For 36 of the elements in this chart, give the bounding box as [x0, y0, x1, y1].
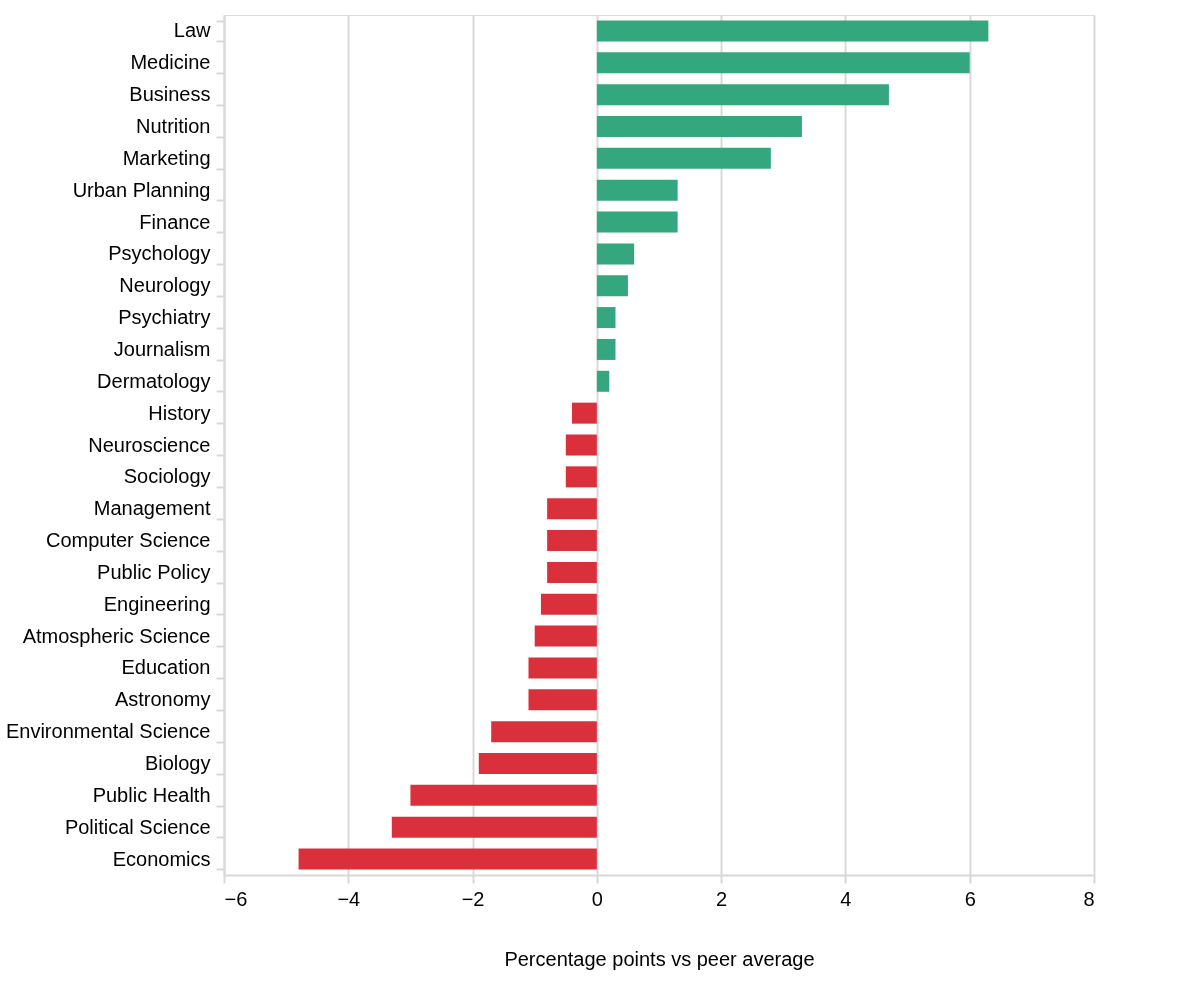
y-tick-label: Astronomy	[114, 688, 211, 711]
y-tick-label: Nutrition	[136, 114, 211, 137]
x-tick-label: 4	[840, 887, 852, 910]
x-tick-label: 6	[964, 887, 976, 910]
y-tick-label: Neurology	[119, 274, 211, 297]
y-tick-label: History	[148, 401, 211, 424]
y-tick-label: Medicine	[130, 51, 211, 74]
y-tick-label: Management	[93, 497, 211, 520]
y-tick-label: Marketing	[122, 146, 211, 169]
y-tick-label: Public Health	[92, 783, 211, 806]
y-tick-label: Computer Science	[45, 529, 211, 552]
x-tick-label: −4	[337, 887, 361, 910]
y-tick-label: Engineering	[103, 592, 211, 615]
y-tick-label: Psychology	[108, 242, 211, 265]
y-tick-label: Urban Planning	[72, 178, 211, 201]
y-tick-label: Public Policy	[97, 560, 211, 583]
x-tick-label: 8	[1083, 887, 1095, 910]
x-tick-label: −2	[461, 887, 485, 910]
y-tick-label: Neuroscience	[88, 433, 211, 456]
y-tick-label: Environmental Science	[5, 720, 211, 743]
x-tick-label: 0	[591, 887, 603, 910]
y-tick-label: Dermatology	[97, 369, 211, 392]
y-tick-label: Economics	[112, 847, 211, 870]
y-tick-label: Psychiatry	[118, 306, 211, 329]
y-tick-label: Finance	[139, 210, 211, 233]
y-tick-label: Biology	[144, 752, 211, 775]
y-tick-label: Political Science	[64, 815, 211, 838]
y-tick-label: Journalism	[113, 337, 211, 360]
y-tick-label: Law	[173, 19, 212, 42]
x-tick-label: −6	[224, 887, 248, 910]
x-tick-label: 2	[716, 887, 728, 910]
y-tick-label: Education	[121, 656, 211, 679]
y-tick-label: Sociology	[123, 465, 211, 488]
y-tick-label: Business	[129, 83, 211, 106]
x-axis-title: Percentage points vs peer average	[504, 947, 815, 970]
y-tick-label: Atmospheric Science	[22, 624, 211, 647]
